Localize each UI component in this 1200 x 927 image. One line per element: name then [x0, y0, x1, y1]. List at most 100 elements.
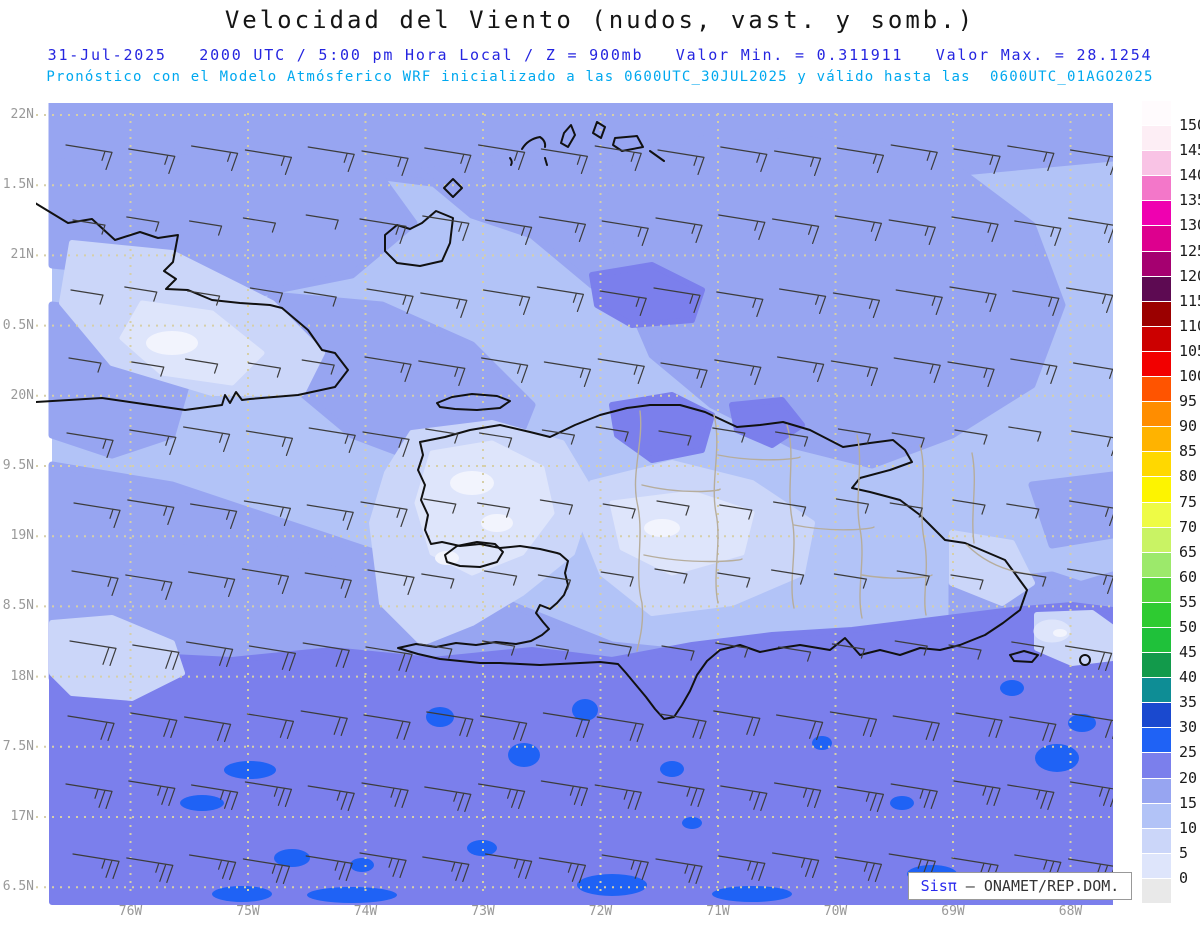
wind-barb — [776, 714, 824, 740]
colorbar-tick-label: 10 — [1179, 818, 1198, 837]
wind-barb — [950, 574, 984, 590]
wind-barb — [653, 287, 701, 313]
wind-barb — [243, 500, 291, 526]
wind-barb — [654, 568, 688, 584]
colorbar-tick-label: 50 — [1179, 617, 1198, 636]
colorbar-segment — [1142, 200, 1171, 226]
wind-barb — [720, 785, 768, 811]
wind-barb — [241, 568, 289, 594]
valid-time-minmax-line: 31-Jul-2025 2000 UTC / 5:00 pm Hora Loca… — [47, 46, 1153, 64]
colorbar-segment — [1142, 777, 1171, 803]
wind-barb — [305, 855, 353, 881]
lat-tick-label: 9.5N — [2, 458, 34, 473]
wind-barb — [775, 431, 809, 447]
colorbar-tick-label: 85 — [1179, 442, 1198, 461]
wind-barb — [1011, 641, 1045, 657]
colorbar-segment — [1142, 802, 1171, 828]
wind-barb — [187, 290, 221, 306]
wind-barb — [598, 641, 632, 657]
wind-barb — [65, 144, 113, 170]
wind-barb — [891, 432, 925, 448]
wind-barb — [541, 429, 575, 445]
wind-barb — [188, 571, 236, 597]
wind-barb — [655, 858, 703, 884]
wind-barb — [126, 216, 160, 232]
wind-barb — [1070, 149, 1113, 175]
wind-barb — [1072, 713, 1113, 739]
wind-barb — [68, 357, 102, 373]
wind-barb — [600, 571, 634, 587]
colorbar-tick-label: 100 — [1179, 367, 1200, 386]
wind-barb — [836, 786, 884, 812]
mayaguana-island — [509, 136, 547, 166]
wind-barb — [831, 643, 865, 659]
colorbar-segment — [1142, 476, 1171, 502]
colorbar-tick-label: 105 — [1179, 341, 1200, 360]
wind-barb — [69, 640, 117, 666]
wind-barb — [425, 428, 459, 444]
wind-barb — [833, 573, 867, 589]
wind-barb — [778, 646, 812, 662]
wind-barb — [423, 498, 457, 514]
wind-barb — [773, 501, 807, 517]
lon-tick-label: 75W — [236, 904, 260, 919]
colorbar-tick-label: 150 — [1179, 116, 1200, 135]
wind-barb — [478, 144, 526, 170]
wind-barb — [128, 148, 176, 174]
colorbar-tick-label: 140 — [1179, 166, 1200, 185]
wind-barb — [717, 572, 751, 588]
wind-barb — [542, 712, 590, 738]
wind-barb — [1069, 500, 1113, 526]
wind-barb — [479, 432, 513, 448]
colorbar-segment — [1142, 150, 1171, 176]
wind-barb — [67, 715, 115, 741]
wind-barb — [1014, 854, 1062, 880]
wind-barb — [302, 642, 350, 668]
colorbar-segment — [1142, 551, 1171, 577]
saona-island — [1009, 650, 1039, 663]
wind-barb — [594, 145, 642, 171]
wind-barb — [658, 430, 692, 446]
wind-barb — [130, 712, 178, 738]
wind-barb — [303, 291, 337, 307]
wind-barb — [949, 286, 997, 312]
cuba-coastline — [36, 202, 349, 411]
wind-barb — [359, 852, 407, 878]
lat-tick-label: 22N — [10, 107, 34, 122]
wind-barb — [1012, 290, 1060, 316]
wind-barb — [424, 786, 472, 812]
wind-barb — [602, 503, 636, 519]
wind-barb — [482, 640, 516, 656]
wind-barb — [246, 713, 294, 739]
wind-barb — [185, 358, 219, 374]
colorbar-tick-label: 15 — [1179, 793, 1198, 812]
wind-barb — [1073, 362, 1113, 388]
wind-barb — [1007, 784, 1055, 810]
wind-speed-map — [36, 103, 1113, 905]
wind-barb — [955, 712, 1003, 738]
wind-barb — [72, 853, 120, 879]
wind-barb — [71, 570, 119, 596]
wind-barb — [364, 356, 412, 382]
lat-tick-label: 17N — [10, 809, 34, 824]
colorbar — [1142, 100, 1171, 903]
wind-barb — [1068, 217, 1113, 243]
wind-barb — [125, 574, 173, 600]
wind-barb — [657, 149, 705, 175]
wind-barb — [244, 149, 292, 175]
wind-barb — [131, 361, 165, 377]
lat-tick-label: 18N — [10, 668, 34, 684]
attribution-text: – ONAMET/REP.DOM. — [956, 877, 1120, 895]
lon-tick-label: 72W — [588, 904, 613, 919]
wind-barbs — [65, 144, 1113, 884]
wind-barb — [889, 502, 923, 518]
wind-barb — [661, 645, 695, 661]
wind-barb — [190, 503, 238, 529]
wind-barb — [894, 640, 928, 656]
colorbar-tick-label: 135 — [1179, 191, 1200, 210]
wind-barb — [422, 856, 470, 882]
wind-barb — [890, 783, 938, 809]
wind-barb — [244, 781, 292, 807]
lat-tick-label: 1.5N — [2, 177, 34, 193]
wind-barb — [301, 359, 335, 375]
